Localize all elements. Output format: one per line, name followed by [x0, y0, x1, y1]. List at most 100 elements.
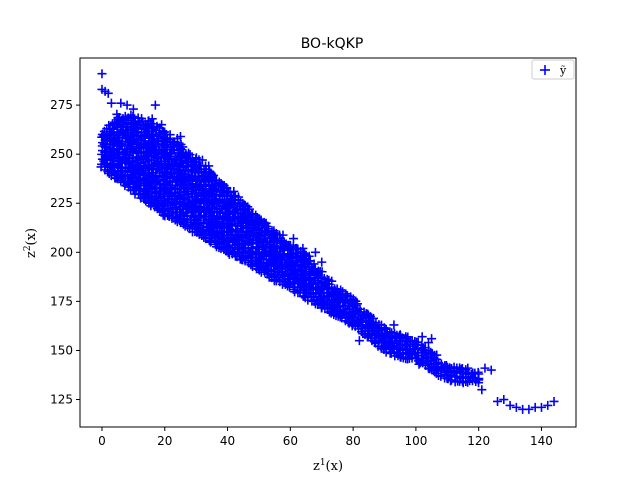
data-point-marker	[417, 332, 427, 342]
data-point-marker	[304, 267, 314, 277]
y-tick-label: 250	[50, 147, 73, 161]
data-point-marker	[380, 330, 390, 340]
legend-marker-plus-icon	[540, 65, 550, 75]
x-tick-label: 140	[530, 434, 553, 448]
x-tick-label: 20	[157, 434, 172, 448]
data-point-marker	[320, 281, 330, 291]
data-point-marker	[432, 350, 442, 360]
legend-box	[531, 59, 575, 80]
data-point-marker	[285, 251, 295, 261]
data-point-marker	[477, 385, 487, 395]
data-point-marker	[182, 153, 192, 163]
data-point-marker	[175, 132, 185, 142]
data-point-marker	[166, 141, 176, 151]
data-point-marker	[385, 327, 395, 337]
data-point-marker	[549, 396, 559, 406]
data-point-marker	[336, 290, 346, 300]
data-point-marker	[317, 267, 327, 277]
data-point-marker	[253, 238, 263, 248]
data-point-marker	[270, 234, 280, 244]
data-point-marker	[122, 100, 132, 110]
data-point-marker	[480, 363, 490, 373]
data-point-marker	[233, 192, 243, 202]
data-point-marker	[147, 114, 157, 124]
data-point-marker	[165, 130, 175, 140]
data-point-marker	[401, 334, 411, 344]
data-point-marker	[278, 230, 288, 240]
x-tick-label: 60	[283, 434, 298, 448]
data-point-marker	[171, 176, 181, 186]
data-point-marker	[341, 289, 351, 299]
x-tick-label: 80	[345, 434, 360, 448]
y-tick-label: 125	[50, 393, 73, 407]
data-point-marker	[543, 400, 553, 410]
data-point-marker	[317, 257, 327, 267]
data-point-marker	[423, 363, 433, 373]
scatter-points	[96, 69, 559, 414]
y-tick-label: 225	[50, 196, 73, 210]
y-tick-label: 175	[50, 294, 73, 308]
data-point-marker	[348, 316, 358, 326]
data-point-marker	[248, 212, 258, 222]
data-point-marker	[150, 100, 160, 110]
data-point-marker	[436, 365, 446, 375]
data-point-marker	[260, 222, 270, 232]
data-point-marker	[245, 204, 255, 214]
data-point-marker	[157, 120, 167, 130]
data-point-marker	[322, 274, 332, 284]
data-point-marker	[288, 234, 298, 244]
x-tick-label: 0	[98, 434, 106, 448]
data-point-marker	[207, 171, 217, 181]
data-point-marker	[310, 247, 320, 257]
x-tick-label: 120	[467, 434, 490, 448]
data-point-marker	[314, 273, 324, 283]
data-point-marker	[329, 287, 339, 297]
data-point-marker	[128, 104, 138, 114]
data-point-marker	[486, 365, 496, 375]
data-point-marker	[363, 310, 373, 320]
data-point-marker	[536, 402, 546, 412]
data-point-marker	[254, 216, 264, 226]
data-point-marker	[354, 336, 364, 346]
data-point-marker	[103, 88, 113, 98]
data-point-marker	[427, 334, 437, 344]
data-point-marker	[191, 157, 201, 167]
data-point-marker	[467, 373, 477, 383]
data-point-marker	[216, 179, 226, 189]
data-point-marker	[386, 332, 396, 342]
data-point-marker	[300, 249, 310, 259]
data-point-marker	[317, 300, 327, 310]
data-point-marker	[505, 400, 515, 410]
data-point-marker	[336, 306, 346, 316]
data-point-marker	[442, 363, 452, 373]
data-point-marker	[455, 365, 465, 375]
data-point-marker	[326, 308, 336, 318]
y-tick-label: 150	[50, 343, 73, 357]
data-point-marker	[414, 359, 424, 369]
data-point-marker	[408, 342, 418, 352]
plot-frame	[79, 57, 577, 428]
data-point-marker	[279, 241, 289, 251]
data-point-marker	[251, 222, 261, 232]
x-axis-ticks: 0 20 40 60 80 100 120 140	[98, 427, 553, 448]
data-point-marker	[106, 98, 116, 108]
data-point-marker	[395, 330, 405, 340]
data-point-marker	[304, 251, 314, 261]
data-point-marker	[229, 186, 239, 196]
data-point-marker	[493, 396, 503, 406]
data-point-marker	[97, 69, 107, 79]
data-point-marker	[449, 367, 459, 377]
data-point-marker	[511, 402, 521, 412]
data-point-marker	[499, 395, 509, 405]
data-point-marker	[263, 228, 273, 238]
chart-title: BO-kQKP	[301, 36, 364, 52]
x-tick-label: 40	[220, 434, 235, 448]
y-axis-label: z2(x)	[23, 228, 39, 258]
data-point-marker	[524, 404, 534, 414]
data-point-marker	[178, 142, 188, 152]
data-point-marker	[116, 98, 126, 108]
data-point-marker	[323, 290, 333, 300]
data-point-marker	[389, 320, 399, 330]
data-point-marker	[298, 243, 308, 253]
